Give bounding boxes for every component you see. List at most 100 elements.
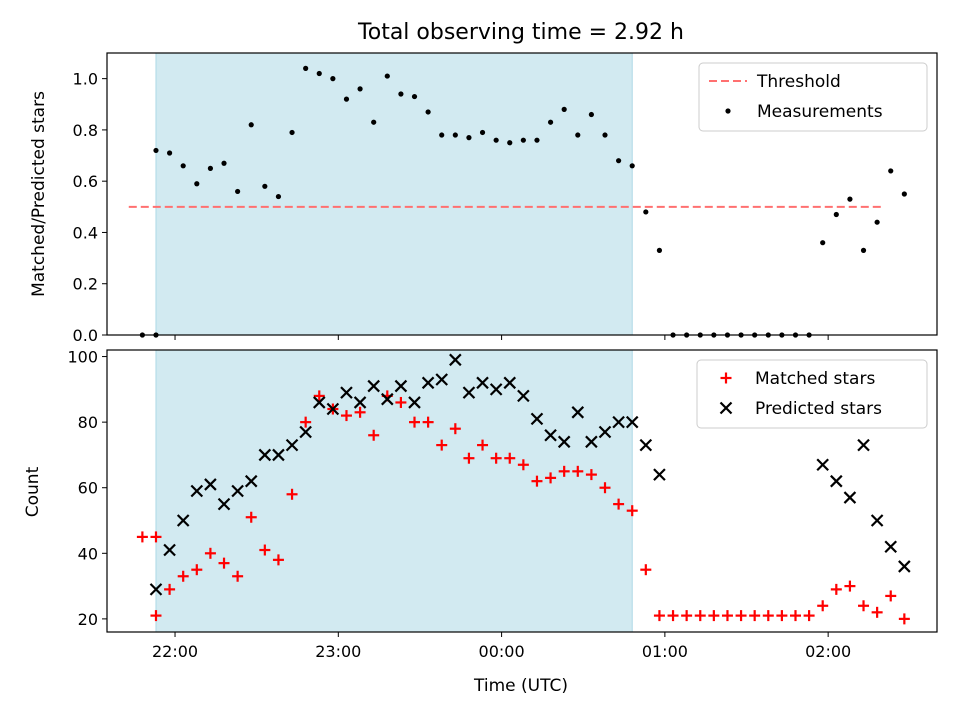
matched-stars-point [517, 459, 529, 471]
measurements-point [888, 168, 894, 174]
matched-stars-point [653, 610, 665, 622]
predicted-stars-point [585, 435, 598, 449]
predicted-stars-point [326, 402, 340, 416]
predicted-stars-point [625, 415, 639, 429]
count-legend: Matched stars Predicted stars [696, 359, 928, 429]
x-tick-label: 22:00 [152, 642, 198, 661]
matched-stars-point [789, 610, 801, 622]
matched-stars-point [150, 531, 162, 543]
predicted-stars-point [830, 474, 843, 488]
matched-stars-point [749, 610, 761, 622]
measurements-point [411, 93, 418, 100]
matched-stars-point [286, 488, 298, 500]
matched-stars-point [585, 469, 597, 481]
x-tick-label: 02:00 [805, 642, 851, 661]
matched-stars-point [531, 475, 543, 487]
y-tick-label: 0.8 [73, 121, 98, 140]
matched-stars-point [830, 583, 842, 595]
predicted-stars-point [381, 392, 394, 406]
predicted-stars-point [204, 478, 217, 491]
measurements-point [180, 163, 186, 169]
matched-stars-point [572, 465, 584, 477]
measurements-point [221, 160, 227, 166]
predicted-stars-point [353, 396, 367, 409]
matched-stars-point [177, 570, 189, 582]
legend-predicted-stars-swatch [719, 401, 733, 415]
predicted-stars-point [449, 353, 462, 367]
measurements-point [303, 65, 309, 71]
measurements-point [860, 247, 867, 253]
y-tick-label: 0.6 [73, 172, 98, 191]
predicted-stars-point [503, 376, 517, 390]
matched-stars-point [817, 600, 829, 612]
measurements-point [316, 70, 322, 77]
measurements-point [466, 135, 472, 141]
predicted-stars-point [312, 396, 326, 409]
predicted-stars-point [258, 448, 272, 462]
matched-stars-point [259, 544, 271, 556]
predicted-stars-point [598, 425, 612, 439]
measurements-point [248, 122, 254, 128]
matched-stars-point [150, 610, 162, 622]
predicted-stars-point [408, 396, 421, 409]
measurements-point [262, 183, 268, 189]
matched-stars-point [681, 610, 693, 622]
legend-box [698, 62, 928, 132]
legend-label: Measurements [757, 102, 883, 122]
measurements-point [874, 219, 880, 225]
measurements-point [520, 137, 526, 143]
measurements-point [575, 132, 581, 138]
plot-frame [106, 349, 938, 633]
ratio-legend: Threshold Measurements [698, 62, 928, 132]
matched-stars-point [409, 416, 421, 428]
matched-stars-point [844, 580, 856, 592]
predicted-stars-point [544, 428, 557, 442]
predicted-stars-point [884, 540, 898, 554]
measurements-point [656, 247, 663, 253]
y-tick-label: 20 [78, 610, 98, 629]
matched-stars-point [300, 416, 312, 428]
ratio-panel: 0.0 0.2 0.4 0.6 0.8 1.0 Threshold Measurements [73, 52, 938, 345]
matched-stars-point [558, 465, 570, 477]
predicted-stars-point [612, 415, 625, 429]
measurements-point [479, 129, 486, 136]
predicted-stars-point [857, 438, 870, 452]
predicted-stars-point [190, 484, 204, 498]
predicted-stars-point [476, 376, 489, 390]
matched-stars-point [272, 554, 284, 566]
matched-stars-point [694, 610, 706, 622]
predicted-stars-point [517, 389, 530, 403]
y-tick-label: 0.0 [73, 326, 98, 345]
matched-stars-point [776, 610, 788, 622]
count-panel: 20 40 60 80 100 22:00 23:00 00:00 01:00 02:00 Mat… [67, 348, 938, 661]
measurements-point [275, 193, 282, 200]
matched-stars-point [218, 557, 230, 569]
matched-stars-point [191, 564, 203, 576]
matched-stars-point [313, 390, 325, 402]
matched-stars-point [463, 452, 475, 464]
x-axis-label: Time (UTC) [473, 676, 568, 696]
predicted-stars-point [421, 376, 435, 390]
matched-stars-point [708, 610, 720, 622]
chart-title: Total observing time = 2.92 h [357, 20, 684, 45]
matched-stars-point [422, 416, 434, 428]
matched-stars-point [721, 610, 733, 622]
x-tick-label: 00:00 [479, 642, 525, 661]
measurements-point [153, 147, 159, 154]
predicted-stars-point [272, 448, 285, 462]
matched-stars-point [368, 429, 380, 441]
observing-span [155, 53, 633, 335]
matched-stars-point [340, 410, 352, 422]
matched-stars-point [613, 498, 625, 510]
y-tick-label: 80 [78, 413, 98, 432]
measurements-point [235, 188, 241, 195]
predicted-stars-point [898, 560, 911, 573]
predicted-stars-point [571, 406, 585, 419]
matched-stars-point [735, 610, 747, 622]
matched-stars-point [803, 610, 815, 622]
legend-label: Matched stars [755, 369, 875, 389]
matched-stars-point [858, 600, 870, 612]
matched-stars-point [136, 531, 148, 543]
measurements-point [602, 132, 608, 138]
